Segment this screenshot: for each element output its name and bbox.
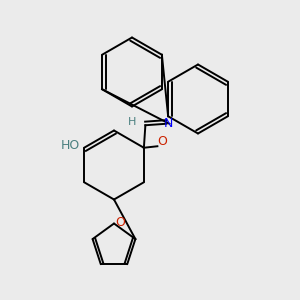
Text: N: N <box>164 117 173 130</box>
Text: O: O <box>116 215 125 229</box>
Text: H: H <box>128 117 136 127</box>
Text: O: O <box>157 135 167 148</box>
Text: HO: HO <box>61 139 80 152</box>
